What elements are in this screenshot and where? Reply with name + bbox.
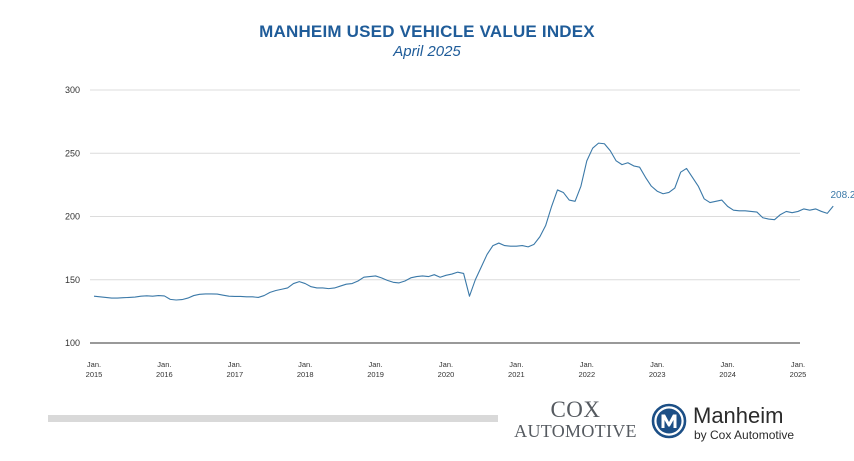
y-tick-label: 300 (65, 85, 80, 95)
last-value-label: 208.2 (830, 190, 854, 201)
automotive-logo-word: AUTOMOTIVE (514, 421, 637, 441)
x-tick-label-month: Jan. (509, 360, 523, 369)
x-tick-label-month: Jan. (721, 360, 735, 369)
x-tick-label-year: 2017 (226, 370, 243, 379)
chart-subtitle: April 2025 (393, 43, 461, 60)
y-tick-label: 250 (65, 148, 80, 158)
x-tick-label-month: Jan. (157, 360, 171, 369)
x-tick-label-year: 2016 (156, 370, 173, 379)
manheim-m-icon (651, 403, 687, 439)
grid-lines (90, 89, 800, 281)
cox-logo-word: COX (550, 397, 601, 422)
x-tick-label-month: Jan. (650, 360, 664, 369)
chart-title: MANHEIM USED VEHICLE VALUE INDEX (259, 22, 595, 41)
x-tick-label-month: Jan. (580, 360, 594, 369)
y-tick-label: 150 (65, 275, 80, 285)
y-tick-label: 100 (65, 338, 80, 348)
footer-divider-bar (48, 415, 498, 422)
manheim-logo-name: Manheim (693, 403, 784, 428)
annotations: 208.2 (830, 190, 854, 201)
x-tick-label-year: 2023 (649, 370, 666, 379)
series-line (93, 142, 834, 301)
x-tick-label-year: 2020 (438, 370, 455, 379)
x-tick-label-year: 2019 (367, 370, 384, 379)
manheim-logo: Manheim by Cox Automotive (651, 403, 821, 443)
x-tick-label-year: 2025 (790, 370, 807, 379)
x-tick-label-month: Jan. (298, 360, 312, 369)
x-tick-label-month: Jan. (87, 360, 101, 369)
x-tick-label-month: Jan. (439, 360, 453, 369)
x-tick-label-year: 2021 (508, 370, 525, 379)
x-tick-label-month: Jan. (791, 360, 805, 369)
x-tick-label-year: 2018 (297, 370, 314, 379)
cox-automotive-logo: COX AUTOMOTIVE (513, 398, 638, 440)
y-axis-ticks: 100 150 200 250 300 (65, 85, 80, 348)
x-tick-label-year: 2022 (578, 370, 595, 379)
manheim-logo-tagline: by Cox Automotive (694, 428, 795, 442)
x-tick-label-month: Jan. (369, 360, 383, 369)
x-tick-label-year: 2015 (86, 370, 103, 379)
x-axis-ticks: Jan.2015Jan.2016Jan.2017Jan.2018Jan.2019… (86, 360, 807, 379)
x-tick-label-month: Jan. (228, 360, 242, 369)
x-tick-label-year: 2024 (719, 370, 736, 379)
y-tick-label: 200 (65, 212, 80, 222)
